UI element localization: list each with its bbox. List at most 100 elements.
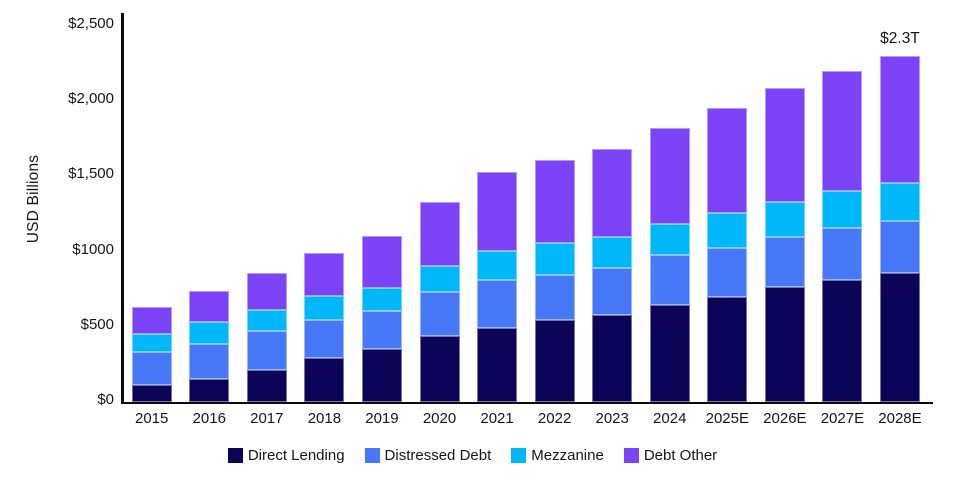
- x-tick-label: 2021: [480, 410, 514, 427]
- bar-2019: [361, 235, 402, 402]
- bar-2026e: [764, 88, 805, 402]
- segment-mezzanine: [707, 212, 748, 248]
- segment-direct-lending: [304, 357, 345, 402]
- x-tick-label: 2016: [192, 410, 226, 427]
- y-tick-label: $1,500: [68, 165, 114, 183]
- segment-distressed-debt: [131, 351, 172, 385]
- y-tick-label: $0: [97, 391, 114, 408]
- bar-2027e: [822, 71, 863, 402]
- segment-mezzanine: [822, 190, 863, 228]
- x-tick-label: 2022: [537, 410, 572, 427]
- segment-direct-lending: [879, 273, 920, 402]
- bar-2021: [477, 171, 518, 402]
- segment-distressed-debt: [419, 292, 460, 336]
- legend-swatch: [623, 448, 639, 463]
- segment-distressed-debt: [822, 227, 863, 281]
- bar-2028e: [879, 56, 920, 402]
- bar-2018: [304, 253, 345, 402]
- bar-2016: [189, 290, 230, 402]
- bar-2017: [246, 272, 287, 402]
- segment-distressed-debt: [477, 280, 518, 328]
- segment-direct-lending: [131, 384, 172, 402]
- segment-mezzanine: [879, 183, 920, 221]
- legend: Direct Lending Distressed Debt Mezzanine De…: [0, 447, 945, 464]
- segment-debt-other: [822, 71, 863, 191]
- segment-direct-lending: [707, 297, 748, 402]
- segment-debt-other: [361, 235, 402, 288]
- y-tick-label: $2,500: [68, 15, 114, 32]
- segment-mezzanine: [419, 265, 460, 293]
- segment-debt-other: [592, 149, 633, 237]
- legend-item-distressed-debt: Distressed Debt: [364, 447, 492, 464]
- segment-direct-lending: [822, 280, 863, 402]
- x-tick-label: 2025E: [705, 410, 749, 427]
- segment-distressed-debt: [189, 344, 230, 379]
- legend-label: Debt Other: [643, 447, 718, 464]
- segment-debt-other: [707, 107, 748, 213]
- segment-direct-lending: [246, 369, 287, 402]
- segment-distressed-debt: [592, 268, 633, 315]
- y-axis-line: [121, 13, 124, 404]
- x-tick-label: 2023: [595, 410, 629, 427]
- x-tick-label: 2024: [653, 410, 687, 427]
- bar-2025e: [707, 107, 748, 402]
- legend-item-debt-other: Debt Other: [623, 447, 718, 464]
- segment-debt-other: [764, 88, 805, 202]
- segment-distressed-debt: [246, 331, 287, 370]
- segment-distressed-debt: [764, 237, 805, 287]
- segment-distressed-debt: [361, 311, 402, 349]
- segment-distressed-debt: [707, 247, 748, 298]
- segment-mezzanine: [189, 321, 230, 345]
- segment-debt-other: [534, 159, 575, 244]
- x-tick-label: 2026E: [763, 410, 807, 427]
- segment-mezzanine: [764, 201, 805, 238]
- x-tick-label: 2015: [135, 410, 169, 427]
- segment-debt-other: [304, 253, 345, 296]
- segment-direct-lending: [477, 327, 518, 402]
- x-tick-label: 2018: [307, 410, 342, 427]
- segment-mezzanine: [304, 295, 345, 321]
- segment-direct-lending: [419, 335, 460, 402]
- segment-mezzanine: [246, 309, 287, 332]
- legend-swatch: [511, 448, 527, 463]
- y-tick-label: $500: [80, 315, 114, 333]
- legend-label: Direct Lending: [247, 447, 345, 464]
- legend-item-mezzanine: Mezzanine: [511, 447, 604, 464]
- segment-distressed-debt: [649, 255, 690, 305]
- legend-label: Distressed Debt: [384, 447, 492, 464]
- legend-label: Mezzanine: [531, 447, 604, 464]
- segment-direct-lending: [361, 348, 402, 402]
- segment-mezzanine: [534, 243, 575, 275]
- segment-debt-other: [131, 306, 172, 334]
- segment-debt-other: [419, 201, 460, 266]
- segment-mezzanine: [649, 223, 690, 256]
- segment-mezzanine: [361, 287, 402, 311]
- x-tick-label: 2028E: [878, 410, 922, 427]
- bar-2023: [592, 149, 633, 402]
- y-tick-label: $1000: [72, 240, 114, 258]
- total-annotation-2028e: $2.3T: [880, 30, 920, 47]
- segment-debt-other: [649, 128, 690, 224]
- segment-mezzanine: [131, 333, 172, 352]
- segment-distressed-debt: [879, 220, 920, 274]
- x-tick-label: 2027E: [820, 410, 865, 427]
- segment-distressed-debt: [534, 274, 575, 321]
- legend-swatch: [364, 448, 380, 463]
- segment-direct-lending: [189, 378, 230, 402]
- bar-2015: [131, 306, 172, 402]
- bar-2022: [534, 159, 575, 402]
- segment-debt-other: [189, 290, 230, 322]
- segment-direct-lending: [649, 304, 690, 402]
- segment-debt-other: [879, 56, 920, 184]
- bar-2024: [649, 128, 690, 402]
- y-tick-label: $2,000: [68, 90, 114, 108]
- segment-direct-lending: [534, 320, 575, 402]
- segment-distressed-debt: [304, 320, 345, 358]
- x-axis-line: [121, 401, 933, 404]
- legend-swatch: [227, 448, 243, 463]
- x-tick-label: 2017: [250, 410, 284, 427]
- bar-2020: [419, 201, 460, 402]
- segment-debt-other: [246, 272, 287, 310]
- segment-debt-other: [477, 171, 518, 251]
